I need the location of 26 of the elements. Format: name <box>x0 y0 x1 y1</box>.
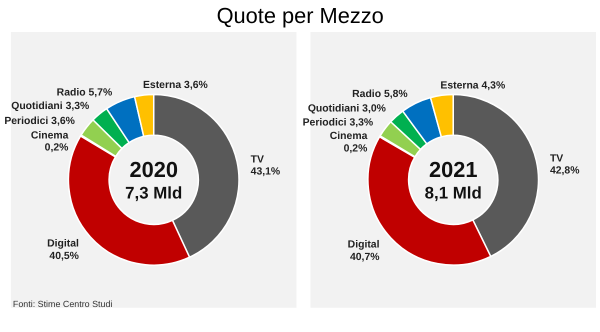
slice-label: Digital <box>47 238 80 250</box>
text: Fonti: Stime Centro Studi <box>12 298 112 309</box>
slice-label: Cinema <box>30 130 69 142</box>
slice-label: Periodici 3,3% <box>302 118 374 129</box>
slice-label: TV <box>250 154 264 166</box>
text: 8,1 Mld <box>424 184 482 203</box>
data-label: 42,8% <box>550 166 580 177</box>
data-label: 0,2% <box>44 142 68 154</box>
slice-label: Digital <box>348 240 380 251</box>
chart-title: Quote per Mezzo <box>216 3 384 28</box>
slice-label: Radio 5,7% <box>56 87 112 98</box>
text: 2021 <box>428 156 478 182</box>
slice-label: TV <box>550 153 564 164</box>
slice-label: Periodici 3,6% <box>4 116 75 127</box>
slice-label: Esterna 4,3% <box>440 80 506 92</box>
data-label: 40,7% <box>350 252 380 263</box>
slice-label: Quotidiani 3,0% <box>308 104 386 115</box>
data-label: 40,5% <box>49 250 79 262</box>
slice-label: Quotidiani 3,3% <box>11 101 90 112</box>
data-label: 0,2% <box>344 144 368 155</box>
text: 7,3 Mld <box>125 184 182 203</box>
slice-label: Esterna 3,6% <box>142 80 208 92</box>
data-label: 43,1% <box>250 166 280 178</box>
slice-label: Cinema <box>330 131 368 142</box>
text: 2020 <box>129 156 178 182</box>
slice-label: Radio 5,8% <box>352 89 408 100</box>
